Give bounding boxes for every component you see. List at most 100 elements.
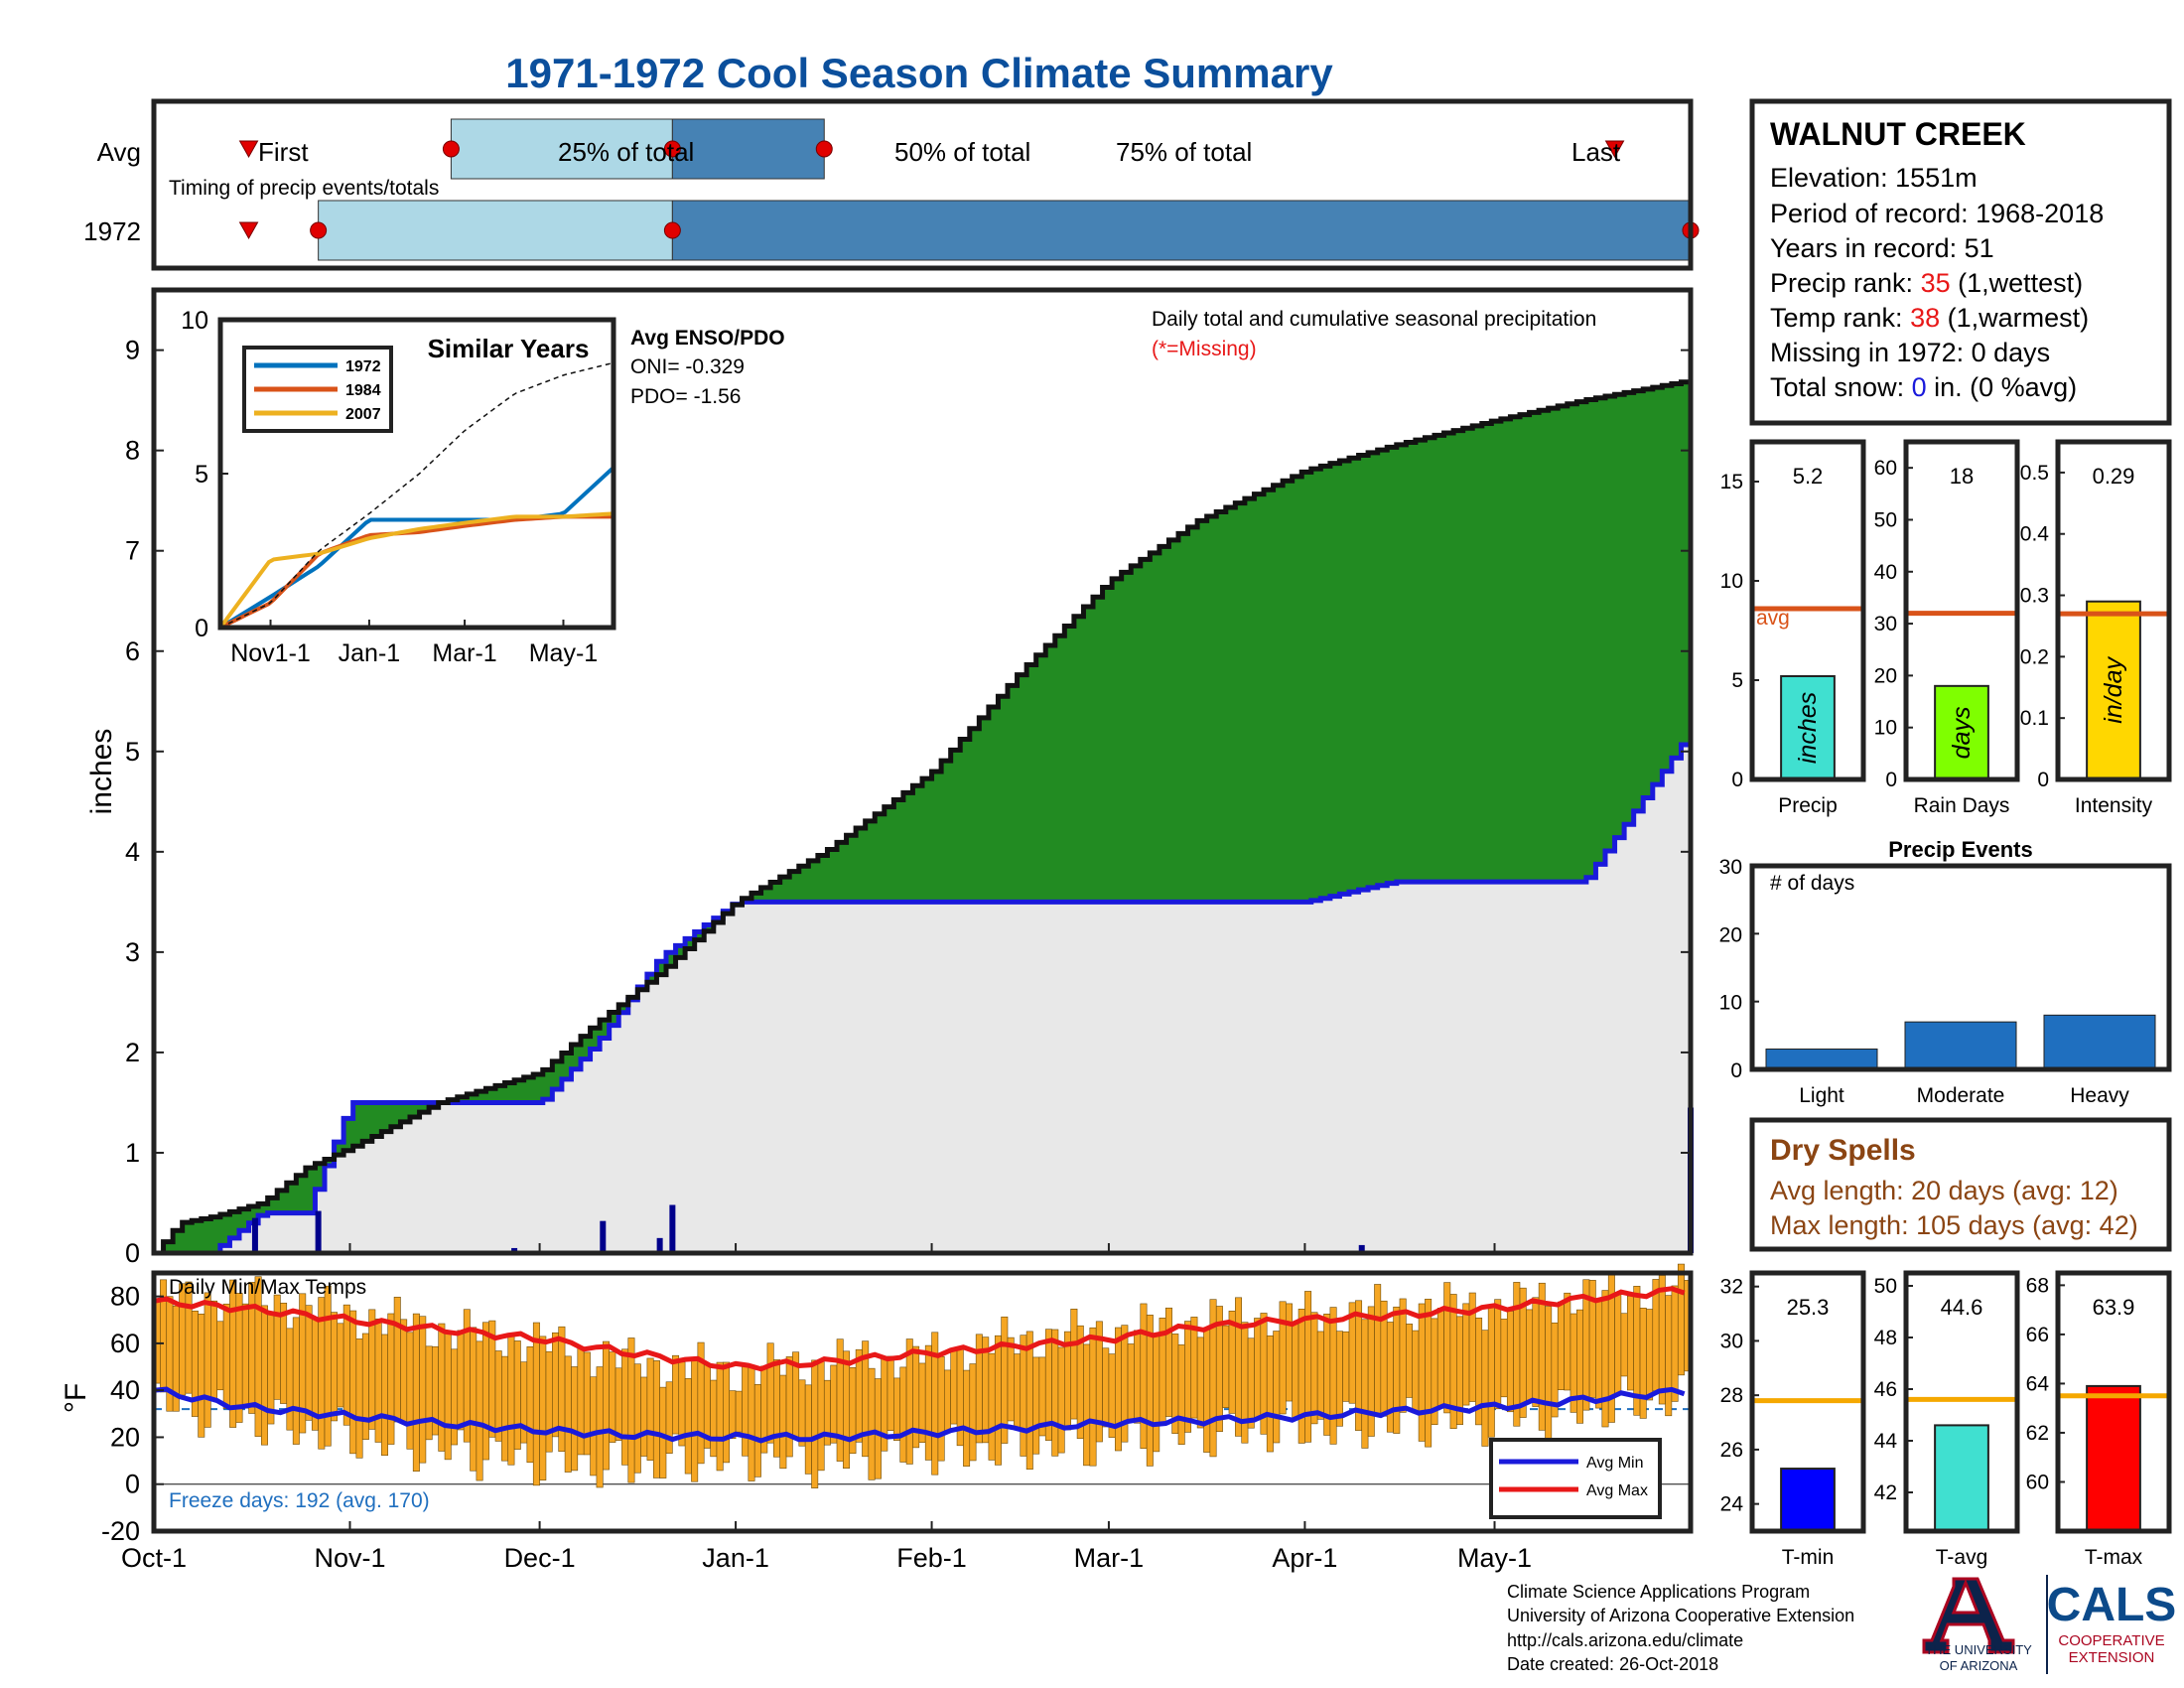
tb-2-frame [2055, 1270, 2172, 1534]
daily-temp-bar [1545, 1306, 1553, 1440]
tb-0-ytick-label: 24 [1720, 1493, 1744, 1516]
daily-temp-bar [899, 1366, 907, 1463]
sb-2-value-label: 0.29 [2093, 464, 2135, 489]
snow-value: 0 [1912, 372, 1927, 402]
station-info-frame [1749, 98, 2172, 426]
daily-temp-bar [621, 1348, 629, 1466]
daily-temp-bar [1032, 1356, 1040, 1455]
daily-temp-bar [210, 1300, 218, 1400]
daily-temp-bar [248, 1282, 256, 1414]
tb-2-ytick-label: 64 [2026, 1372, 2050, 1395]
daily-temp-bar [235, 1293, 243, 1423]
daily-temp-bar [963, 1369, 971, 1467]
timing-caption: Timing of precip events/totals [169, 177, 439, 200]
precip-events-bar-light [1765, 1049, 1878, 1070]
temp-rank-value: 38 [1910, 303, 1940, 333]
daily-temp-bar [470, 1327, 478, 1472]
daily-temp-bar [1235, 1297, 1243, 1437]
tb-0-value-label: 25.3 [1787, 1295, 1830, 1320]
daily-temp-bar [1184, 1321, 1192, 1433]
daily-temp-bar [1436, 1308, 1444, 1407]
daily-temp-bar [1443, 1282, 1451, 1414]
temp-xtick-label: Nov-1 [314, 1543, 385, 1573]
tb-2-bar [2086, 1384, 2141, 1533]
temp-xtick-label: Feb-1 [896, 1543, 967, 1573]
dry-spells-frame [1749, 1117, 2172, 1252]
daily-temp-bar [558, 1326, 566, 1453]
temps-ylabel: °F [60, 1383, 92, 1413]
daily-temp-bar [1134, 1330, 1142, 1424]
sb-0-ytick-label: 5 [1731, 669, 1743, 692]
main-ytick-label: 3 [125, 937, 140, 967]
ua-a-logo-icon [1922, 1577, 2015, 1654]
daily-temp-bar [412, 1313, 420, 1473]
precip-events-ytick-label: 0 [1730, 1059, 1742, 1082]
daily-temp-bar [590, 1376, 598, 1477]
temp-ytick-label: 80 [110, 1282, 140, 1312]
daily-temp-bar [342, 1304, 350, 1426]
daily-temp-bar [1506, 1311, 1514, 1413]
dry-spells-max: Max length: 105 days (avg: 42) [1770, 1210, 2138, 1240]
daily-temp-bar [640, 1376, 648, 1457]
daily-temp-bar [1576, 1309, 1584, 1424]
timing-label-25: 25% of total [558, 137, 694, 167]
daily-temp-bar [893, 1377, 901, 1441]
tb-1-ytick-label: 50 [1874, 1275, 1897, 1298]
sb-0-category-label: Precip [1778, 794, 1838, 817]
sb-2-ytick-label: 0.5 [2020, 462, 2049, 485]
sb-1-ytick-label: 40 [1874, 561, 1897, 584]
inset-xtick-label: Mar-1 [432, 639, 496, 667]
daily-temp-bar [905, 1338, 913, 1465]
enso-title: Avg ENSO/PDO [630, 327, 785, 350]
daily-temp-bar [1386, 1322, 1394, 1433]
temp-xtick-label: Oct-1 [121, 1543, 187, 1573]
daily-precip-bar [511, 1247, 518, 1253]
daily-temp-bar [419, 1316, 427, 1464]
daily-temp-bar [1164, 1307, 1172, 1417]
daily-temp-bar [811, 1359, 819, 1488]
sb-0-ytick-label: 10 [1720, 570, 1743, 593]
temps-panel: -20 0 20 40 60 80 Daily Min/Max Temps °F Free… [60, 1263, 1694, 1573]
daily-temp-bar [729, 1390, 737, 1440]
main-ytick-label: 2 [125, 1038, 140, 1067]
daily-temp-bar [444, 1331, 452, 1461]
daily-temp-bar [1310, 1312, 1318, 1425]
daily-temp-bar [216, 1321, 224, 1391]
tb-0-ytick-label: 30 [1720, 1330, 1743, 1352]
sb-1-bar [1934, 684, 1989, 780]
daily-temp-bar [545, 1350, 553, 1453]
ua-name-line2: OF ARIZONA [1940, 1658, 2018, 1673]
cals-sub-line2: EXTENSION [2069, 1649, 2155, 1666]
sb-1-ytick-label: 20 [1874, 664, 1897, 687]
daily-temp-bar [513, 1340, 521, 1450]
daily-temp-bar [286, 1328, 294, 1431]
daily-temp-bar [684, 1378, 692, 1475]
avg-max-line [153, 1286, 1686, 1372]
daily-temp-bar [368, 1309, 376, 1430]
daily-temp-bar [1481, 1330, 1489, 1447]
sb-1-ytick-label: 30 [1874, 613, 1897, 635]
daily-temp-bar [564, 1355, 572, 1473]
daily-temp-bar [1406, 1324, 1414, 1398]
tb-2-category-label: T-max [2085, 1546, 2143, 1569]
main-ytick-label: 9 [125, 336, 140, 365]
freeze-days: Freeze days: 192 (avg. 170) [169, 1489, 430, 1512]
sb-2-ytick-label: 0.4 [2020, 523, 2050, 546]
daily-temp-bar [457, 1330, 465, 1431]
daily-temp-bar [1462, 1303, 1470, 1406]
daily-temp-bar [1601, 1290, 1609, 1428]
daily-temp-bar [260, 1305, 268, 1446]
daily-precip-bar [1358, 1244, 1365, 1253]
temp-ytick-label: -20 [101, 1516, 140, 1546]
daily-precip-bar [315, 1210, 322, 1253]
station-elevation: Elevation: 1551m [1770, 163, 1978, 193]
station-temp-rank: Temp rank: 38 (1,warmest) [1770, 303, 2089, 333]
ua-logo: THE UNIVERSITY OF ARIZONA CALS COOPERATI… [1922, 1575, 2176, 1674]
daily-temp-bar [1425, 1298, 1433, 1448]
ua-name-line1: THE UNIVERSITY [1925, 1642, 2032, 1657]
tb-2-value-label: 63.9 [2093, 1295, 2135, 1320]
sb-2-frame [2055, 439, 2172, 782]
daily-temp-bar [451, 1348, 459, 1446]
main-ytick-label: 5 [125, 737, 140, 767]
daily-temp-bar [324, 1285, 332, 1447]
